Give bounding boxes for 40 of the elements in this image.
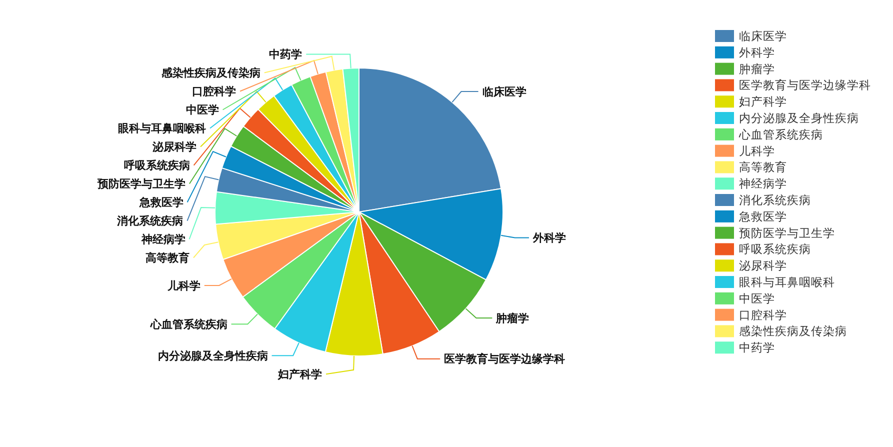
legend-label: 儿科学: [739, 144, 775, 158]
legend-label: 临床医学: [739, 29, 787, 44]
legend-label: 高等教育: [739, 160, 787, 174]
slice-label: 肿瘤学: [495, 312, 530, 325]
legend-label: 中医学: [739, 291, 775, 306]
legend-label: 急救医学: [738, 209, 787, 224]
slice-label: 内分泌腺及全身性疾病: [158, 349, 268, 362]
slice-label: 外科学: [532, 232, 566, 245]
legend-label: 中药学: [739, 340, 775, 355]
legend-label: 预防医学与卫生学: [739, 226, 835, 240]
legend-label: 眼科与耳鼻咽喉科: [739, 275, 835, 290]
slice-label: 儿科学: [166, 279, 200, 292]
slice-label: 临床医学: [482, 85, 526, 98]
legend-label: 消化系统疾病: [739, 193, 811, 208]
legend-label: 外科学: [739, 45, 775, 60]
slice-label: 中医学: [186, 104, 219, 117]
slice-label: 预防医学与卫生学: [96, 178, 186, 191]
legend-label: 呼吸系统疾病: [739, 242, 811, 256]
slice-label: 中药学: [269, 48, 302, 62]
slice-label: 消化系统疾病: [116, 214, 184, 228]
slice-label: 心血管系统疾病: [149, 318, 228, 331]
legend-label: 泌尿科学: [739, 258, 787, 273]
slice-label: 口腔科学: [192, 85, 236, 98]
legend-label: 妇产科学: [739, 94, 787, 109]
slice-label: 呼吸系统疾病: [124, 159, 190, 172]
slice-label: 急救医学: [138, 196, 184, 210]
slice-label: 高等教育: [146, 252, 190, 265]
legend-label: 神经病学: [739, 176, 787, 191]
legend-label: 心血管系统疾病: [738, 127, 823, 142]
slice-label: 医学教育与医学边缘学科: [444, 352, 566, 366]
legend-label: 口腔科学: [739, 308, 787, 322]
legend-label: 内分泌腺及全身性疾病: [739, 111, 859, 126]
legend-label: 肿瘤学: [739, 62, 775, 76]
slice-label: 妇产科学: [277, 368, 322, 381]
slice-label: 神经病学: [140, 233, 186, 246]
slice-label: 眼科与耳鼻咽喉科: [118, 122, 206, 136]
legend-label: 感染性疾病及传染病: [739, 324, 847, 338]
slice-label: 感染性疾病及传染病: [160, 66, 260, 80]
slice-label: 泌尿科学: [152, 140, 197, 154]
legend-label: 医学教育与医学边缘学科: [739, 78, 871, 92]
